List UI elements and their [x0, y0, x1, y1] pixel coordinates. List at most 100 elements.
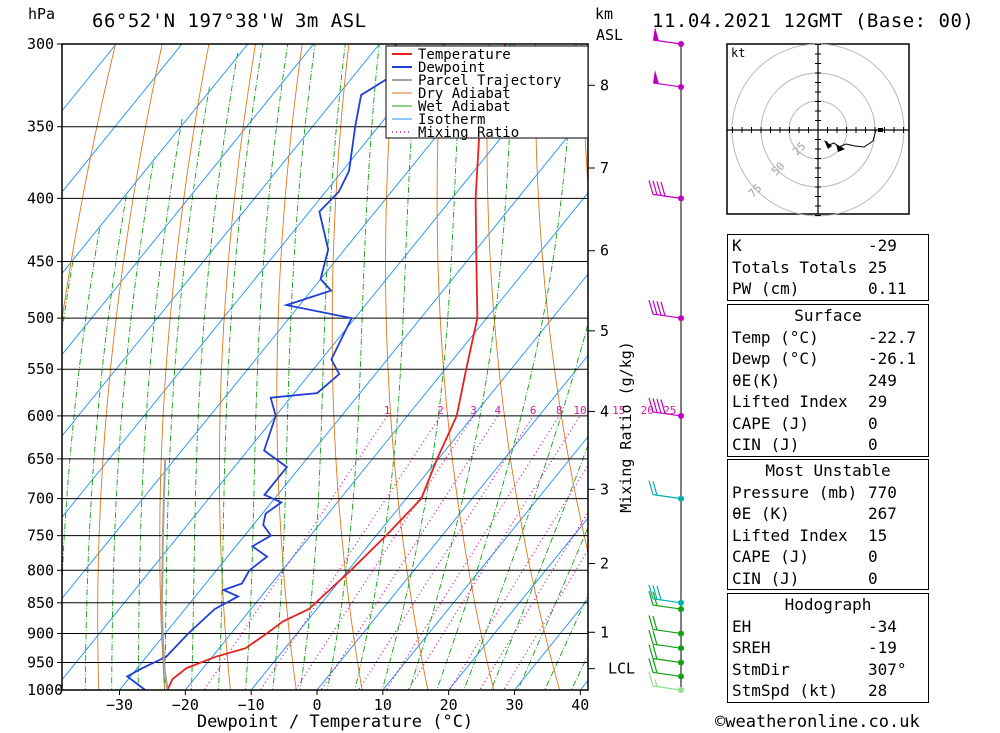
mixing-ratio-label: 2 [437, 404, 444, 417]
most-unstable-row: Pressure (mb) 770 [732, 482, 897, 502]
mixing-ratio-label: 3 [470, 404, 477, 417]
wind-barb-staff [652, 598, 682, 604]
km-tick-label: 6 [600, 242, 609, 260]
temperature-tick-label: 40 [571, 696, 589, 714]
most-unstable-row: CAPE (J) 0 [732, 547, 878, 566]
wind-barb-flag [648, 590, 654, 606]
wind-barb-flag [652, 481, 658, 496]
temperature-tick-label: 0 [312, 696, 321, 714]
wind-barb-flag [648, 180, 654, 195]
mixing-ratio-line [294, 415, 475, 690]
isotherm-line [513, 598, 588, 690]
pressure-tick-label: 750 [27, 527, 54, 545]
mixing-ratio-line [357, 415, 534, 690]
km-tick-label: 8 [600, 76, 609, 94]
legend-dry-adiabat: Dry Adiabat [418, 86, 511, 102]
isotherm-line [118, 110, 588, 690]
wind-barb-flag [652, 630, 658, 645]
hodograph-storm-marker [824, 140, 832, 149]
wet-adiabat-line [436, 44, 575, 690]
wet-adiabat-line [354, 44, 419, 690]
mixing-ratio-label: 4 [494, 404, 501, 417]
wet-adiabat-line [217, 44, 264, 690]
wet-adiabat-line [137, 118, 183, 690]
legend-dewpoint: Dewpoint [418, 60, 485, 76]
km-tick-label: 3 [600, 480, 609, 498]
pressure-tick-label: 400 [27, 189, 54, 207]
hodograph-panel: kt 25 50 75 [726, 43, 910, 217]
dry-adiabat-line [486, 44, 561, 690]
wind-barb-flag [656, 398, 662, 414]
mixing-ratio-axis-title: Mixing Ratio (g/kg) [617, 341, 635, 513]
temperature-tick-label: 10 [374, 696, 392, 714]
temperature-profile [166, 44, 507, 690]
most-unstable-table: Most Unstable Pressure (mb) 770 θE (K) 267… [727, 459, 929, 590]
isotherm-line [62, 44, 512, 600]
dry-adiabat-line [159, 44, 210, 690]
wet-adiabat-line [84, 191, 128, 690]
wind-barb-flag [648, 644, 654, 659]
wet-adiabat-line [272, 44, 316, 690]
dry-adiabat-line [331, 44, 363, 690]
dewpoint-profile [125, 44, 397, 690]
pressure-tick-label: 900 [27, 624, 54, 642]
wet-adiabat-line [463, 322, 588, 690]
surface-row: θE(K) 249 [732, 370, 897, 390]
plot-frame [61, 43, 589, 691]
mixing-ratio-line [203, 415, 388, 690]
hodograph-row: StmSpd (kt) 28 [732, 681, 888, 700]
surface-table: Surface Temp (°C) -22.7 Dewp (°C) -26.1 θE… [727, 304, 929, 457]
wind-barb-pennant [653, 69, 659, 84]
wind-barb-staff [652, 494, 682, 500]
parcel-trajectory [160, 458, 169, 690]
pressure-tick-label: 800 [27, 561, 54, 579]
wet-adiabat-line [490, 444, 588, 690]
mixing-ratio-label: 15 [612, 404, 625, 417]
mixing-ratio-line [259, 415, 442, 690]
wind-barb-flag [648, 630, 654, 645]
dry-adiabat-line [62, 44, 116, 323]
km-tick-label: 5 [600, 322, 609, 340]
surface-title: Surface [794, 306, 862, 325]
wind-barb-flag [660, 181, 666, 197]
indices-table: K -29 Totals Totals 25 PW (cm) 0.11 [727, 234, 929, 301]
dry-adiabat-line [97, 44, 163, 690]
pressure-tick-label: 450 [27, 253, 54, 271]
wind-barb-staff [652, 657, 682, 664]
dry-adiabat-line [534, 44, 588, 555]
wind-barb-staff [652, 411, 682, 417]
isotherm-line [62, 44, 446, 518]
km-axis: 8 7 6 5 4 3 2 1 LCL [588, 76, 635, 678]
pressure-tick-label: 650 [27, 450, 54, 468]
index-row-k: K -29 [732, 236, 897, 255]
wind-barb-flag [648, 584, 654, 599]
mixing-ratio-line [503, 549, 588, 690]
legend-parcel: Parcel Trajectory [418, 73, 561, 89]
index-row-totals: Totals Totals 25 [732, 257, 888, 277]
wind-barb-flag [648, 658, 654, 673]
dry-adiabat-line [218, 44, 256, 690]
isotherm-line [448, 517, 588, 690]
dry-adiabat-line [276, 44, 303, 690]
hodograph-storm-motion-marker [836, 144, 845, 152]
most-unstable-row: Lifted Index 15 [732, 525, 888, 545]
copyright: ©weatheronline.co.uk [715, 712, 920, 732]
wind-barb-staff [652, 604, 682, 610]
km-tick-label: LCL [608, 660, 635, 678]
mixing-ratio-label: 8 [556, 404, 563, 417]
legend-wet-adiabat: Wet Adiabat [418, 99, 511, 115]
wind-barb-flag [656, 181, 662, 196]
hodograph-table-title: Hodograph [784, 595, 872, 614]
wind-barb-flag [660, 399, 666, 414]
hodograph-unit-label: kt [731, 46, 745, 60]
wet-adiabat-line [326, 44, 380, 690]
legend-isotherm: Isotherm [418, 112, 485, 128]
wind-barb-staff [652, 313, 682, 319]
temperature-tick-label: 30 [505, 696, 523, 714]
temperature-tick-label: −20 [172, 696, 199, 714]
legend: Temperature Dewpoint Parcel Trajectory D… [385, 45, 589, 141]
dry-adiabat-line [952, 26, 1000, 716]
wind-barb-flag [660, 301, 666, 316]
dry-adiabat-line [581, 44, 588, 190]
